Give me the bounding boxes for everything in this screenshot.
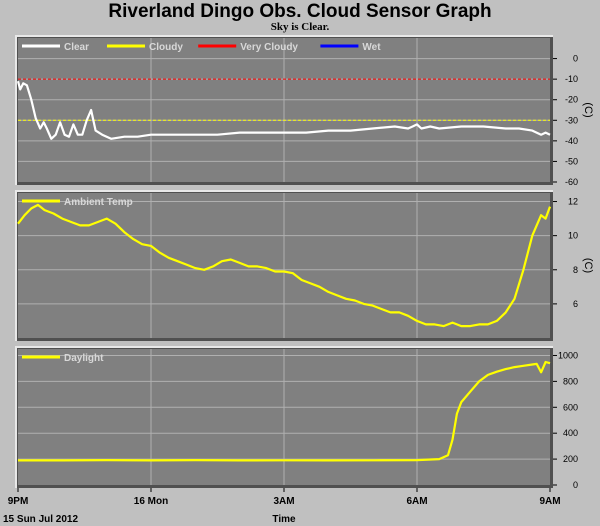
y-tick-label: -30	[565, 115, 578, 125]
x-axis-title: Time	[272, 514, 296, 525]
legend-item: Cloudy	[107, 42, 183, 53]
y-tick-label: 600	[563, 402, 578, 412]
legend-item: Very Cloudy	[198, 42, 298, 53]
y-tick-label: 10	[568, 231, 578, 241]
y-tick-label: 0	[573, 54, 578, 64]
chart-panel-3: 1000 800 600 400 200 0 Daylight	[15, 346, 578, 490]
legend-label: Daylight	[64, 353, 104, 364]
legend-label: Clear	[64, 42, 89, 53]
legend-label: Cloudy	[149, 42, 183, 53]
x-tick-label: 16 Mon	[134, 496, 168, 507]
legend-item: Daylight	[22, 353, 104, 364]
x-tick-label: 9PM	[8, 496, 29, 507]
chart-title: Riverland Dingo Obs. Cloud Sensor Graph	[108, 1, 492, 22]
x-tick-label: 6AM	[406, 496, 427, 507]
legend-label: Ambient Temp	[64, 197, 133, 208]
y-tick-label: 800	[563, 376, 578, 386]
y-tick-label: -60	[565, 177, 578, 187]
x-tick-label: 9AM	[539, 496, 560, 507]
y-tick-label: -40	[565, 136, 578, 146]
legend-item: Ambient Temp	[22, 197, 133, 208]
legend-label: Very Cloudy	[240, 42, 298, 53]
y-tick-label: -10	[565, 74, 578, 84]
legend-item: Clear	[22, 42, 89, 53]
series-line-clear	[16, 80, 551, 140]
chart-panel-1: 0 -10 -20 -30 -40 -50 -60 (C) Clear Cloudy Very Cl…	[15, 35, 594, 187]
y-tick-label: 12	[568, 197, 578, 207]
y-unit-label: (C)	[582, 258, 594, 273]
chart-panel-2: 12 10 8 6 (C) Ambient Temp	[15, 190, 594, 341]
y-tick-label: 6	[573, 299, 578, 309]
x-tick-label: 3AM	[273, 496, 294, 507]
series-line-ambient-temp	[17, 203, 552, 328]
date-label: 15 Sun Jul 2012	[3, 514, 78, 525]
legend-label: Wet	[362, 42, 381, 53]
y-tick-label: 0	[573, 480, 578, 490]
sky-status-text: Sky is Clear.	[270, 21, 330, 33]
y-unit-label: (C)	[582, 102, 594, 117]
legend-item: Wet	[320, 42, 381, 53]
y-tick-label: 8	[573, 265, 578, 275]
series-line-daylight	[18, 360, 551, 462]
y-tick-label: 200	[563, 454, 578, 464]
y-tick-label: -50	[565, 156, 578, 166]
y-tick-label: -20	[565, 95, 578, 105]
y-tick-label: 400	[563, 428, 578, 438]
y-tick-label: 1000	[558, 350, 578, 360]
